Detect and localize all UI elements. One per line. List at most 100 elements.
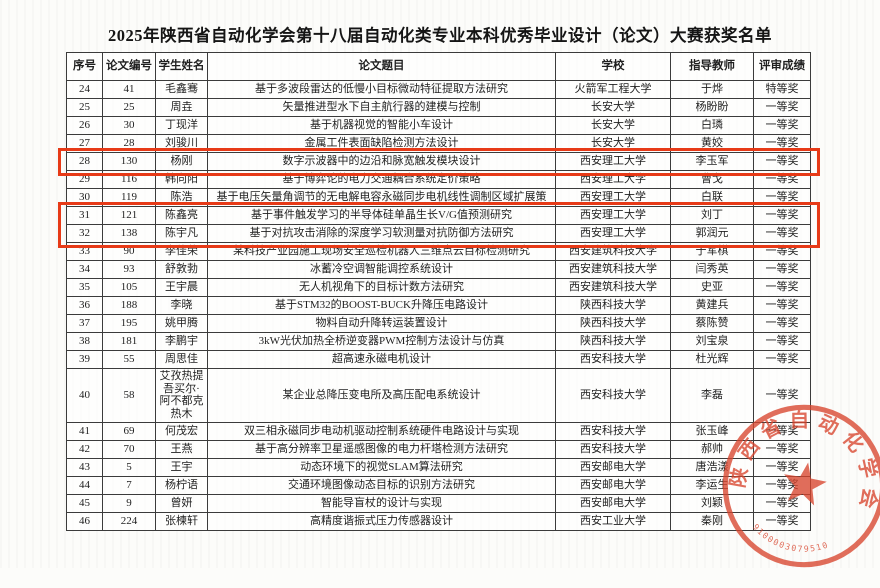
- cell-student-name: 陈鑫亮: [155, 206, 208, 225]
- cell-school: 西安建筑科技大学: [555, 278, 671, 297]
- cell-paper-no: 5: [102, 457, 156, 477]
- cell-paper-no: 116: [102, 170, 156, 189]
- table-row: 32 138 陈宇凡 基于对抗攻击消除的深度学习软测量对抗防御方法研究 西安理工大学 郭润…: [66, 224, 811, 243]
- cell-award: 一等奖: [753, 224, 811, 243]
- cell-seq: 26: [66, 116, 103, 135]
- cell-paper-title: 矢量推进型水下自主航行器的建模与控制: [207, 98, 556, 117]
- cell-advisor: 唐浩漾: [670, 457, 754, 477]
- header-row: 序号 论文编号 学生姓名 论文题目 学校 指导教师 评审成绩: [66, 52, 811, 81]
- cell-paper-title: 数字示波器中的边沿和脉宽触发模块设计: [207, 152, 556, 171]
- cell-paper-title: 动态环境下的视觉SLAM算法研究: [207, 457, 556, 477]
- column-header: 评审成绩: [753, 52, 811, 81]
- cell-paper-no: 188: [102, 296, 156, 315]
- cell-school: 西安邮电大学: [555, 457, 671, 477]
- cell-paper-no: 41: [102, 80, 156, 99]
- cell-seq: 44: [66, 475, 103, 495]
- cell-paper-title: 基于电压矢量角调节的无电解电容永磁同步电机线性调制区域扩展策: [207, 188, 556, 207]
- cell-paper-title: 基于STM32的BOOST-BUCK升降压电路设计: [207, 296, 556, 315]
- cell-student-name: 舒敦勃: [155, 260, 208, 279]
- cell-award: 特等奖: [753, 80, 811, 99]
- column-header: 学校: [555, 52, 671, 81]
- cell-seq: 31: [66, 206, 103, 225]
- cell-advisor: 史亚: [670, 278, 754, 297]
- cell-seq: 36: [66, 296, 103, 315]
- cell-advisor: 杨盼盼: [670, 98, 754, 117]
- cell-paper-no: 28: [102, 134, 156, 153]
- cell-seq: 25: [66, 98, 103, 117]
- column-header: 学生姓名: [155, 52, 208, 81]
- cell-advisor: 郝帅: [670, 439, 754, 459]
- cell-seq: 35: [66, 278, 103, 297]
- cell-student-name: 李晓: [155, 296, 208, 315]
- table-row: 30 119 陈浩 基于电压矢量角调节的无电解电容永磁同步电机线性调制区域扩展策 西安理…: [66, 188, 811, 207]
- cell-award: 一等奖: [753, 475, 811, 495]
- cell-paper-title: 基于对抗攻击消除的深度学习软测量对抗防御方法研究: [207, 224, 556, 243]
- cell-award: 一等奖: [753, 493, 811, 513]
- cell-seq: 45: [66, 493, 103, 513]
- cell-paper-title: 某企业总降压变电所及高压配电系统设计: [207, 368, 556, 423]
- table-row: 39 55 周思佳 超高速永磁电机设计 西安科技大学 杜光辉 一等奖: [66, 350, 811, 369]
- cell-student-name: 丁现洋: [155, 116, 208, 135]
- cell-paper-title: 冰蓄冷空调智能调控系统设计: [207, 260, 556, 279]
- cell-advisor: 刘颖: [670, 493, 754, 513]
- table-row: 26 30 丁现洋 基于机器视觉的智能小车设计 长安大学 白璘 一等奖: [66, 116, 811, 135]
- cell-award: 一等奖: [753, 439, 811, 459]
- cell-seq: 24: [66, 80, 103, 99]
- cell-school: 西安理工大学: [555, 206, 671, 225]
- cell-student-name: 陈浩: [155, 188, 208, 207]
- cell-paper-title: 无人机视角下的目标计数方法研究: [207, 278, 556, 297]
- cell-school: 长安大学: [555, 98, 671, 117]
- cell-advisor: 郭润元: [670, 224, 754, 243]
- cell-paper-no: 58: [102, 368, 156, 423]
- table-row: 45 9 曾妍 智能导盲杖的设计与实现 西安邮电大学 刘颖 一等奖: [66, 493, 811, 513]
- cell-student-name: 周垚: [155, 98, 208, 117]
- table-row: 33 90 李佳荣 某科技产业园施工现场安全巡检机器人三维点云目标检测研究 西安建筑科技…: [66, 242, 811, 261]
- cell-seq: 34: [66, 260, 103, 279]
- cell-seq: 27: [66, 134, 103, 153]
- table-row: 34 93 舒敦勃 冰蓄冷空调智能调控系统设计 西安建筑科技大学 闫秀英 一等奖: [66, 260, 811, 279]
- cell-advisor: 闫秀英: [670, 260, 754, 279]
- cell-seq: 33: [66, 242, 103, 261]
- cell-paper-no: 9: [102, 493, 156, 513]
- cell-paper-title: 金属工件表面缺陷检测方法设计: [207, 134, 556, 153]
- cell-paper-title: 基于高分辨率卫星遥感图像的电力杆塔检测方法研究: [207, 439, 556, 459]
- cell-seq: 37: [66, 314, 103, 333]
- cell-seq: 41: [66, 421, 103, 441]
- cell-advisor: 黄建兵: [670, 296, 754, 315]
- cell-award: 一等奖: [753, 188, 811, 207]
- cell-school: 西安理工大学: [555, 170, 671, 189]
- cell-seq: 39: [66, 350, 103, 369]
- table-row: 44 7 杨柠语 交通环境图像动态目标的识别方法研究 西安邮电大学 李运生 一等奖: [66, 475, 811, 495]
- cell-advisor: 于军棋: [670, 242, 754, 261]
- cell-seq: 40: [66, 368, 103, 423]
- cell-student-name: 李佳荣: [155, 242, 208, 261]
- cell-student-name: 李鹏宇: [155, 332, 208, 351]
- cell-student-name: 张楝轩: [155, 511, 208, 531]
- cell-paper-no: 7: [102, 475, 156, 495]
- cell-school: 西安科技大学: [555, 350, 671, 369]
- cell-school: 西安建筑科技大学: [555, 242, 671, 261]
- cell-paper-no: 93: [102, 260, 156, 279]
- cell-school: 西安科技大学: [555, 421, 671, 441]
- cell-seq: 29: [66, 170, 103, 189]
- cell-advisor: 秦刚: [670, 511, 754, 531]
- table-row: 31 121 陈鑫亮 基于事件触发学习的半导体硅单晶生长V/G值预测研究 西安理工大学刘…: [66, 206, 811, 225]
- table-row: 24 41 毛鑫骞 基于多波段雷达的低慢小目标微动特征提取方法研究 火箭军工程大学 于烨特…: [66, 80, 811, 99]
- cell-student-name: 陈宇凡: [155, 224, 208, 243]
- cell-advisor: 白联: [670, 188, 754, 207]
- cell-school: 西安建筑科技大学: [555, 260, 671, 279]
- cell-paper-title: 基于多波段雷达的低慢小目标微动特征提取方法研究: [207, 80, 556, 99]
- awards-table: 序号 论文编号 学生姓名 论文题目 学校 指导教师 评审成绩 24 41 毛鑫骞 基于多波段雷达的…: [66, 52, 811, 531]
- cell-school: 陕西科技大学: [555, 332, 671, 351]
- cell-paper-title: 3kW光伏加热全桥逆变器PWM控制方法设计与仿真: [207, 332, 556, 351]
- cell-school: 陕西科技大学: [555, 314, 671, 333]
- cell-paper-title: 高精度谐振式压力传感器设计: [207, 511, 556, 531]
- cell-paper-no: 105: [102, 278, 156, 297]
- cell-paper-no: 25: [102, 98, 156, 117]
- cell-school: 西安邮电大学: [555, 493, 671, 513]
- cell-seq: 43: [66, 457, 103, 477]
- cell-school: 长安大学: [555, 116, 671, 135]
- table-row: 25 25 周垚 矢量推进型水下自主航行器的建模与控制 长安大学 杨盼盼 一等奖: [66, 98, 811, 117]
- cell-paper-title: 物料自动升降转运装置设计: [207, 314, 556, 333]
- scanned-document-page: { "page": { "title": "2025年陕西省自动化学会第十八届自…: [0, 0, 880, 568]
